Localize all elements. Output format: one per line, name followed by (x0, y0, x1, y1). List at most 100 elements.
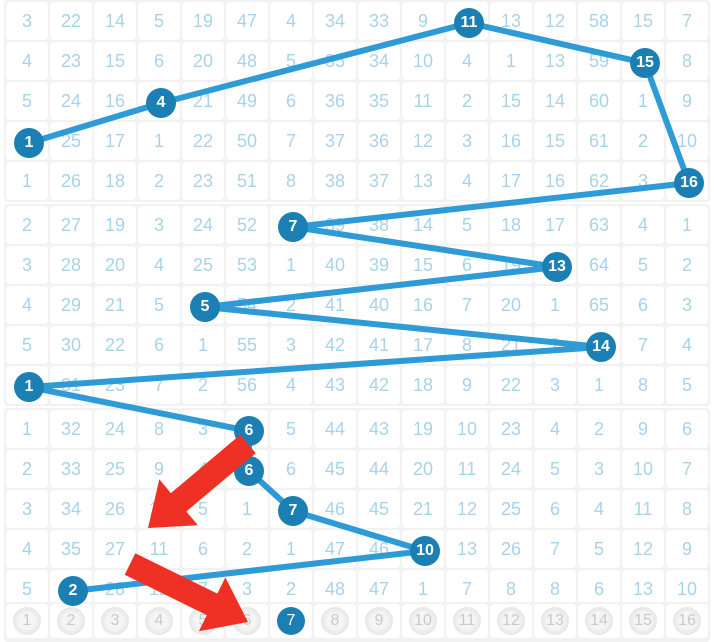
grid-cell: 23 (50, 42, 92, 80)
pager-cell[interactable]: 8 (314, 604, 356, 638)
grid-cell: 17 (94, 122, 136, 160)
pager-cell[interactable]: 12 (490, 604, 532, 638)
grid-cell: 1 (578, 366, 620, 404)
pager-cell[interactable]: 6 (226, 604, 268, 638)
grid-cell: 1 (226, 490, 268, 528)
grid-cell: 35 (358, 82, 400, 120)
grid-cell: 4 (446, 162, 488, 200)
grid-cell: 3 (6, 246, 48, 284)
grid-cell: 17 (402, 326, 444, 364)
grid-cell: 44 (314, 410, 356, 448)
pager-label: 16 (678, 612, 696, 630)
pager-label: 14 (590, 612, 608, 630)
grid-cell: 9 (622, 410, 664, 448)
path-dot: 11 (454, 8, 484, 38)
grid-cell: 55 (226, 326, 268, 364)
grid-cell: 46 (314, 490, 356, 528)
grid-cell: 28 (50, 246, 92, 284)
grid-cell: 11 (402, 82, 444, 120)
grid-cell: 5 (534, 450, 576, 488)
grid-cell: 1 (6, 162, 48, 200)
grid-cell: 3 (666, 286, 708, 324)
pager-label: 1 (23, 612, 32, 630)
grid-cell: 3 (182, 410, 224, 448)
grid-cell: 4 (534, 410, 576, 448)
grid-cell: 14 (402, 206, 444, 244)
pager-cell[interactable]: 3 (94, 604, 136, 638)
grid-cell: 15 (622, 2, 664, 40)
pager-cell[interactable]: 16 (666, 604, 708, 638)
pager-cell[interactable]: 4 (138, 604, 180, 638)
grid-cell: 1 (534, 286, 576, 324)
grid-cell: 1 (270, 246, 312, 284)
grid-cell: 7 (534, 530, 576, 568)
grid-cell: 46 (358, 530, 400, 568)
pager-cell[interactable]: 7 (270, 604, 312, 638)
grid-cell: 35 (314, 42, 356, 80)
grid-cell: 7 (138, 366, 180, 404)
grid-cell: 9 (138, 450, 180, 488)
grid-cell: 59 (578, 42, 620, 80)
pager-cell[interactable]: 14 (578, 604, 620, 638)
grid-cell: 10 (138, 490, 180, 528)
grid-cell: 48 (226, 42, 268, 80)
path-dot: 6 (234, 416, 264, 446)
grid-cell: 24 (182, 206, 224, 244)
grid-cell: 21 (94, 286, 136, 324)
grid-cell: 64 (578, 246, 620, 284)
grid-cell: 2 (578, 410, 620, 448)
grid-cell: 25 (50, 122, 92, 160)
pager-label: 5 (199, 612, 208, 630)
pager-label: 12 (502, 612, 520, 630)
pager-cell[interactable]: 11 (446, 604, 488, 638)
grid-cell: 22 (94, 326, 136, 364)
grid-cell: 23 (94, 366, 136, 404)
pager-label: 11 (459, 612, 476, 630)
pager-label: 4 (155, 612, 164, 630)
grid-cell: 1 (490, 42, 532, 80)
grid-cell: 23 (182, 162, 224, 200)
grid-cell: 5 (666, 366, 708, 404)
pager-cell[interactable]: 2 (50, 604, 92, 638)
grid-cell: 10 (446, 410, 488, 448)
grid-cell: 15 (490, 82, 532, 120)
grid-cell: 13 (446, 530, 488, 568)
grid-cell: 18 (94, 162, 136, 200)
grid-cell: 42 (314, 326, 356, 364)
grid-cell: 22 (50, 2, 92, 40)
grid-cell: 6 (270, 450, 312, 488)
grid-cell: 20 (94, 246, 136, 284)
pager-label: 10 (414, 612, 432, 630)
pager-label: 9 (375, 612, 384, 630)
grid-cell: 24 (50, 82, 92, 120)
grid-cell: 25 (490, 490, 532, 528)
grid-cell: 12 (446, 490, 488, 528)
grid-cell: 2 (6, 450, 48, 488)
grid-cell: 15 (94, 42, 136, 80)
pager-cell[interactable]: 5 (182, 604, 224, 638)
grid-cell: 9 (666, 82, 708, 120)
grid-cell: 5 (270, 42, 312, 80)
grid-cell: 8 (138, 410, 180, 448)
grid-cell: 50 (226, 122, 268, 160)
grid-cell: 30 (50, 326, 92, 364)
pager-cell[interactable]: 10 (402, 604, 444, 638)
grid-1: 2271932452739381451817634132820425531403… (6, 206, 708, 404)
pager-label: 3 (111, 612, 120, 630)
grid-cell: 4 (182, 450, 224, 488)
pager-cell[interactable]: 15 (622, 604, 664, 638)
grid-cell: 4 (622, 206, 664, 244)
grid-cell: 17 (534, 206, 576, 244)
grid-cell: 5 (182, 490, 224, 528)
pager-cell[interactable]: 13 (534, 604, 576, 638)
path-dot: 4 (146, 88, 176, 118)
grid-cell: 43 (358, 410, 400, 448)
pager-cell[interactable]: 1 (6, 604, 48, 638)
grid-cell: 2 (182, 366, 224, 404)
grid-cell: 10 (622, 450, 664, 488)
grid-cell: 2 (270, 286, 312, 324)
pager-row: 12345678910111213141516 (4, 602, 710, 642)
pager-cell[interactable]: 9 (358, 604, 400, 638)
pager-label: 6 (243, 612, 252, 630)
grid-cell: 5 (622, 246, 664, 284)
